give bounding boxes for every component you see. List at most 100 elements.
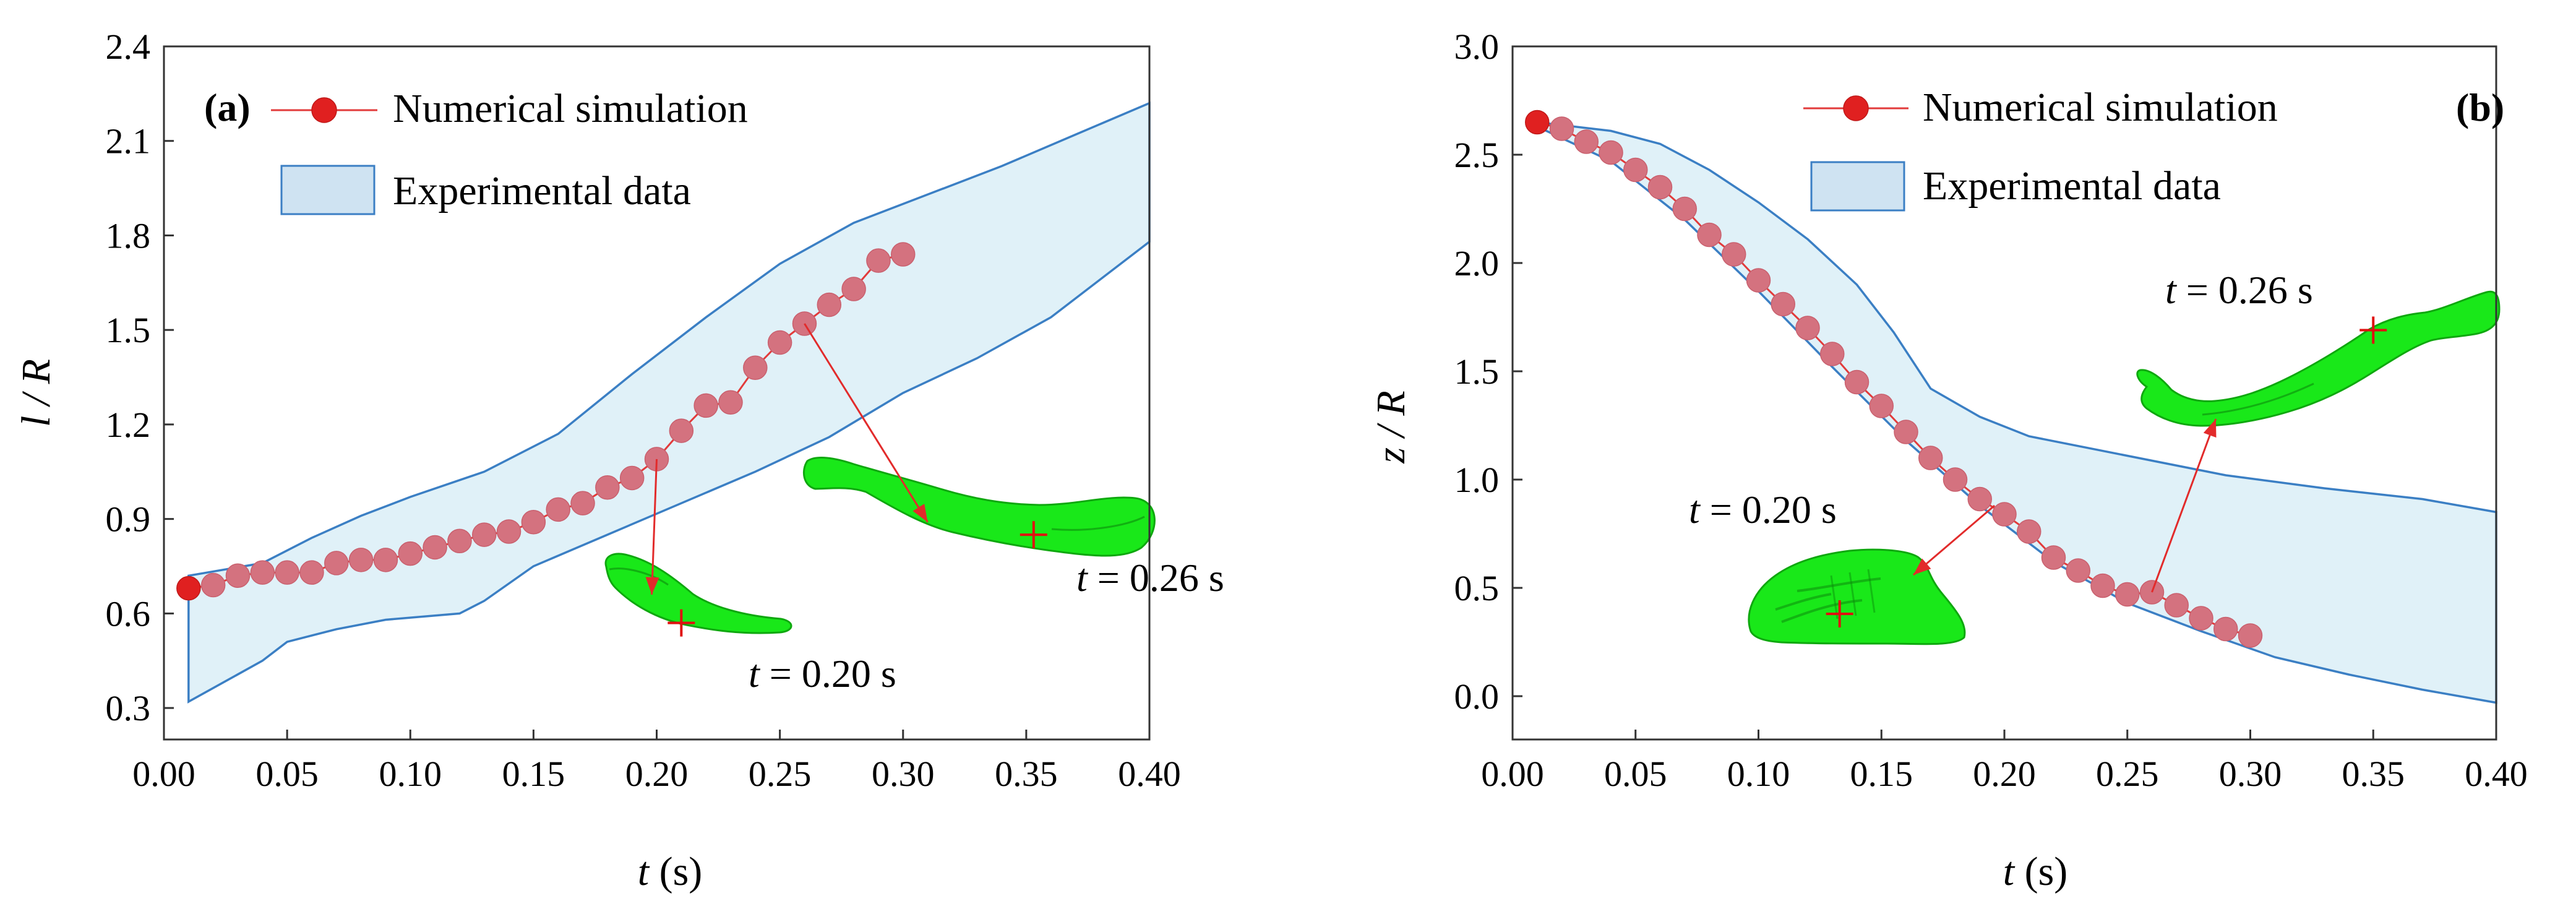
panel-a-x-tick-label: 0.20 xyxy=(625,754,689,794)
panel-a-data-point xyxy=(471,522,497,547)
panel-a-x-tick-label: 0.05 xyxy=(255,754,319,794)
panel-b-y-tick-label: 2.0 xyxy=(1454,243,1500,283)
panel-b-data-point xyxy=(1795,316,1820,340)
panel-a-data-point xyxy=(373,548,398,572)
panel-a-snapshot-annotations: t = 0.20 s t = 0.26 s xyxy=(645,323,1224,696)
panel-a-data-point xyxy=(398,541,423,566)
panel-b-x-tick-label: 0.00 xyxy=(1481,754,1544,794)
panel-a-data-point xyxy=(250,560,275,585)
legend-experimental-swatch xyxy=(280,165,376,215)
panel-a-data-point xyxy=(570,491,595,515)
panel-a-y-tick-label: 1.8 xyxy=(106,215,151,256)
panel-b-data-point xyxy=(1525,110,1550,135)
legend-experimental-swatch xyxy=(1810,161,1905,212)
panel-b-data-point xyxy=(1844,369,1870,395)
panel-b-data-point xyxy=(1746,268,1771,293)
panel-a-x-tick-label: 0.15 xyxy=(502,754,565,794)
panel-b-snapshot-arrowhead xyxy=(1913,558,1931,575)
panel-b-data-point xyxy=(1697,222,1722,248)
panel-b-y-tick-label: 3.0 xyxy=(1454,27,1500,67)
panel-a-y-axis-title: l / R xyxy=(14,359,59,427)
panel-a-data-point xyxy=(348,548,374,572)
panel-b-x-tick-label: 0.25 xyxy=(2096,754,2159,794)
panel-b-x-tick-label: 0.30 xyxy=(2219,754,2282,794)
panel-b-x-tick-label: 0.40 xyxy=(2465,754,2528,794)
panel-b-simulation-series xyxy=(1525,110,2263,648)
panel-a-x-tick-label: 0.10 xyxy=(379,754,442,794)
panel-b-y-tick-label: 1.0 xyxy=(1454,460,1500,500)
panel-b-data-point xyxy=(2189,606,2213,631)
panel-b-x-axis-title: t (s) xyxy=(2003,849,2068,894)
panel-a-y-tick-label: 1.2 xyxy=(106,405,151,445)
panel-a-data-point xyxy=(275,560,299,585)
panel-b-data-point xyxy=(2017,519,2041,544)
panel-a-data-point xyxy=(619,465,645,491)
panel-a-data-point xyxy=(891,242,916,267)
panel-b-snapshot-annotations: t = 0.20 s t = 0.26 s xyxy=(1689,268,2387,627)
panel-a-x-tick-label: 0.35 xyxy=(995,754,1058,794)
panel-a-x-tick-label: 0.30 xyxy=(872,754,935,794)
panel-b-data-point xyxy=(2041,545,2066,570)
panel-a-x-tick-label: 0.25 xyxy=(749,754,812,794)
panel-a-data-point xyxy=(669,418,694,443)
panel-a-data-point xyxy=(496,519,522,544)
panel-a-data-point xyxy=(299,560,324,585)
panel-a-y-tick-label: 1.5 xyxy=(106,310,151,350)
legend-experimental-label: Experimental data xyxy=(393,168,691,213)
panel-b-data-point xyxy=(1894,420,1918,444)
panel-a-letter: (a) xyxy=(204,85,251,129)
panel-a-snapshot-arrow xyxy=(651,459,658,595)
panel-b-data-point xyxy=(1574,129,1599,154)
panel-b-data-point xyxy=(1992,502,2017,527)
panel-b-y-tick-label: 0.5 xyxy=(1454,568,1500,608)
panel-a-snapshot-label: t = 0.26 s xyxy=(1076,556,1224,600)
panel-a-data-point xyxy=(841,277,866,301)
panel-b-snapshot-label: t = 0.20 s xyxy=(1689,488,1837,532)
panel-b-data-point xyxy=(2066,558,2090,583)
panel-a-x-axis-title: t (s) xyxy=(638,849,703,894)
panel-a-data-point xyxy=(546,497,570,522)
panel-b-data-point xyxy=(1599,140,1623,165)
panel-b-data-point xyxy=(2213,616,2238,642)
legend-simulation-label: Numerical simulation xyxy=(1923,85,2278,130)
panel-a-x-tick-label: 0.40 xyxy=(1118,754,1181,794)
panel-a-data-point xyxy=(324,551,349,576)
panel-b-snapshot-label: t = 0.26 s xyxy=(2165,268,2313,312)
panel-a-data-point xyxy=(693,393,718,418)
panel-a-y-tick-label: 0.3 xyxy=(106,688,151,728)
panel-b-letter: (b) xyxy=(2456,85,2504,129)
panel-b-data-point xyxy=(2164,593,2189,618)
panel-b-snapshot-arrow xyxy=(1912,504,1996,576)
panel-b-y-tick-label: 0.0 xyxy=(1454,676,1500,717)
panel-a-data-point xyxy=(423,535,447,560)
panel-a-data-point xyxy=(718,390,743,415)
panel-b-data-point xyxy=(1820,342,1845,366)
panel-a-y-tick-label: 2.4 xyxy=(106,27,151,67)
panel-a-snapshot-arrow xyxy=(804,323,929,523)
panel-b-data-point xyxy=(1647,175,1673,200)
panel-a-chart: t = 0.20 s t = 0.26 s 0.00 0.05 0.10 0.15 0.2… xyxy=(14,27,1224,894)
panel-b-x-tick-label: 0.10 xyxy=(1727,754,1790,794)
panel-a-y-tick-label: 0.9 xyxy=(106,499,151,540)
panel-a-data-point xyxy=(817,292,842,317)
panel-b-data-point xyxy=(1623,157,1648,183)
panel-a-snapshot-label: t = 0.20 s xyxy=(749,652,896,696)
panel-a-snapshot-arrowhead xyxy=(645,577,659,595)
panel-b-data-point xyxy=(1918,446,1943,470)
panel-a-legend: (a) Numerical simulation Experimental da… xyxy=(204,85,748,215)
panel-b-snapshot-arrowhead xyxy=(2203,419,2217,438)
panel-b-data-point xyxy=(1943,467,1968,492)
panel-a-data-point xyxy=(176,576,201,601)
panel-a-data-point xyxy=(767,330,792,355)
panel-b-data-point xyxy=(1722,242,1746,267)
legend-simulation-marker xyxy=(1843,95,1869,121)
panel-b-chart: t = 0.20 s t = 0.26 s 0.00 0.05 0.10 0.15 0.2… xyxy=(1368,27,2528,894)
legend-simulation-marker xyxy=(311,97,337,123)
panel-b-data-point xyxy=(2115,582,2140,607)
panel-a-axes: 0.00 0.05 0.10 0.15 0.20 0.25 0.30 0.35 0.40 0.3 0… xyxy=(106,27,1181,794)
panel-a-droplet-snapshot-t026 xyxy=(802,457,1156,557)
panel-a-data-point xyxy=(447,528,472,554)
panel-b-data-point xyxy=(1771,291,1795,317)
panel-a-y-tick-label: 2.1 xyxy=(106,121,151,162)
